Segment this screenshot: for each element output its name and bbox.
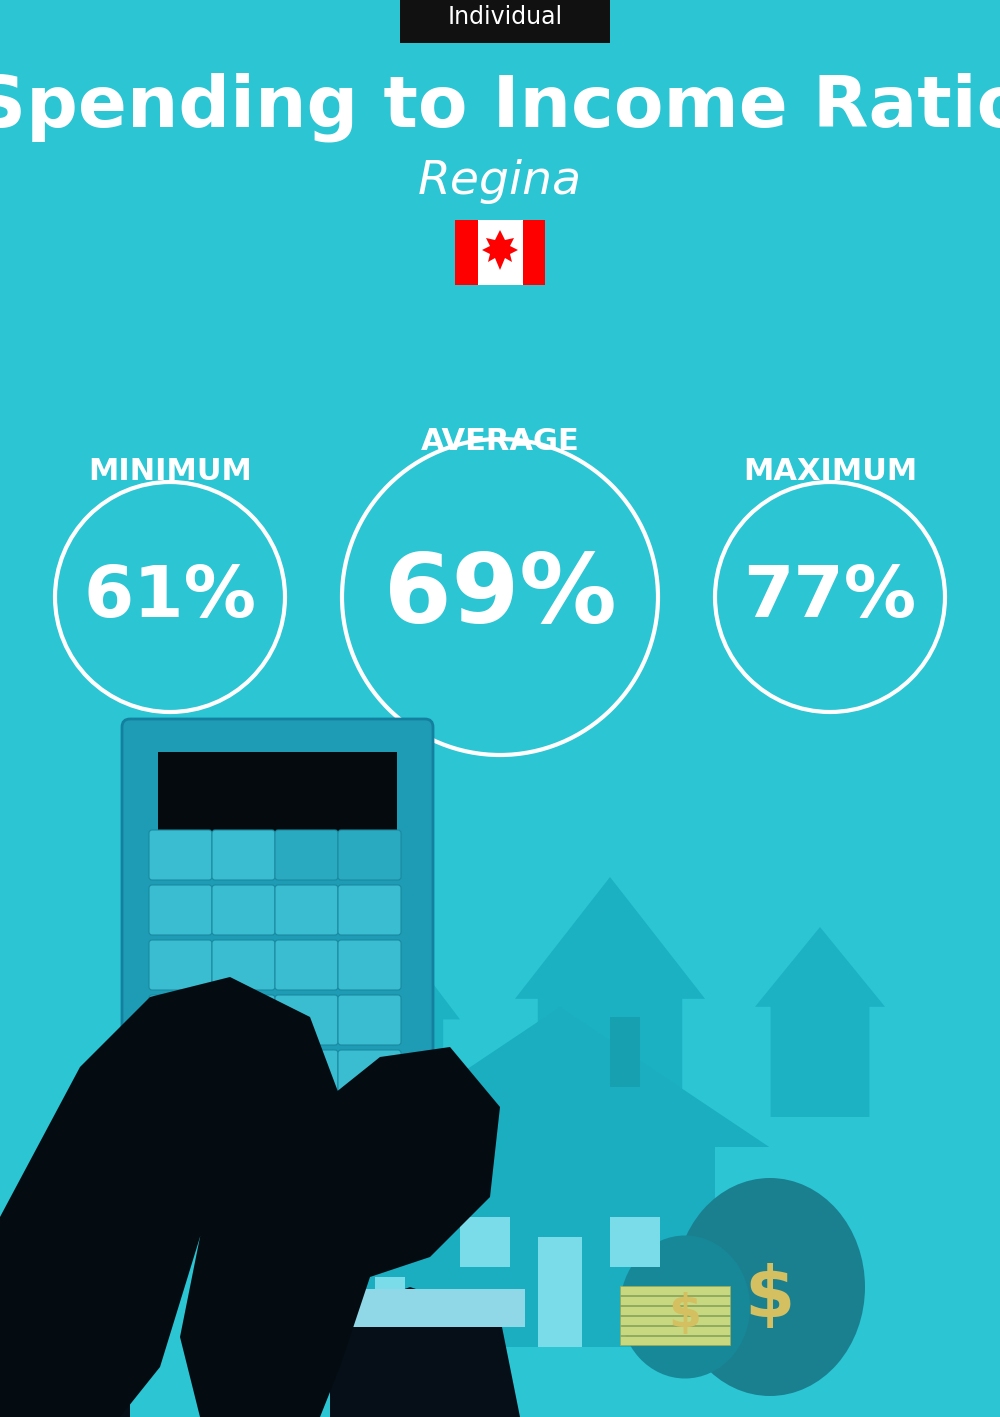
Bar <box>405 1146 715 1348</box>
FancyBboxPatch shape <box>338 995 401 1044</box>
Polygon shape <box>180 1047 500 1417</box>
Ellipse shape <box>670 1238 700 1258</box>
FancyBboxPatch shape <box>212 830 275 880</box>
FancyBboxPatch shape <box>212 995 275 1044</box>
FancyBboxPatch shape <box>149 830 212 880</box>
FancyBboxPatch shape <box>275 886 338 935</box>
FancyBboxPatch shape <box>122 718 433 1125</box>
Bar <box>330 1289 525 1326</box>
FancyBboxPatch shape <box>338 1050 401 1100</box>
Bar <box>300 1227 480 1348</box>
FancyBboxPatch shape <box>275 939 338 990</box>
Bar <box>522 220 545 285</box>
FancyBboxPatch shape <box>149 886 212 935</box>
FancyBboxPatch shape <box>149 995 212 1044</box>
FancyBboxPatch shape <box>149 1050 212 1100</box>
FancyBboxPatch shape <box>275 995 338 1044</box>
Text: Individual: Individual <box>447 6 563 28</box>
Text: 61%: 61% <box>84 563 256 632</box>
Bar <box>620 1326 730 1335</box>
Ellipse shape <box>746 1180 794 1213</box>
Polygon shape <box>330 1287 520 1417</box>
Polygon shape <box>150 927 240 1087</box>
Text: Regina: Regina <box>418 160 582 204</box>
Polygon shape <box>755 927 885 1117</box>
Bar <box>620 1306 730 1315</box>
Ellipse shape <box>620 1236 750 1379</box>
Text: $: $ <box>745 1263 795 1332</box>
Bar <box>460 1217 510 1267</box>
Text: 69%: 69% <box>384 550 616 643</box>
Polygon shape <box>0 1217 130 1417</box>
Bar <box>610 1217 660 1267</box>
Text: MINIMUM: MINIMUM <box>88 458 252 486</box>
Text: 77%: 77% <box>743 563 917 632</box>
Bar <box>620 1336 730 1345</box>
FancyBboxPatch shape <box>338 886 401 935</box>
Bar <box>620 1297 730 1305</box>
Polygon shape <box>273 1146 507 1227</box>
FancyBboxPatch shape <box>212 939 275 990</box>
Bar <box>620 1316 730 1325</box>
Polygon shape <box>351 1007 769 1146</box>
Polygon shape <box>515 877 705 1168</box>
FancyBboxPatch shape <box>149 939 212 990</box>
FancyBboxPatch shape <box>275 1050 338 1100</box>
Bar <box>538 1237 582 1348</box>
Bar <box>375 1277 405 1348</box>
FancyBboxPatch shape <box>338 939 401 990</box>
Text: MAXIMUM: MAXIMUM <box>743 458 917 486</box>
Polygon shape <box>482 230 518 271</box>
Polygon shape <box>0 976 340 1417</box>
FancyBboxPatch shape <box>212 886 275 935</box>
Text: Spending to Income Ratio: Spending to Income Ratio <box>0 72 1000 142</box>
Bar <box>455 220 545 285</box>
Bar <box>400 0 610 43</box>
Bar <box>610 1017 640 1087</box>
Text: AVERAGE: AVERAGE <box>421 428 579 456</box>
FancyBboxPatch shape <box>275 830 338 880</box>
FancyBboxPatch shape <box>338 830 401 880</box>
Bar <box>158 752 397 832</box>
Text: $: $ <box>668 1292 702 1338</box>
FancyBboxPatch shape <box>212 1050 275 1100</box>
Bar <box>455 220 478 285</box>
Bar <box>0 1229 140 1267</box>
Bar <box>620 1287 730 1295</box>
Polygon shape <box>320 927 460 1146</box>
Ellipse shape <box>675 1178 865 1396</box>
